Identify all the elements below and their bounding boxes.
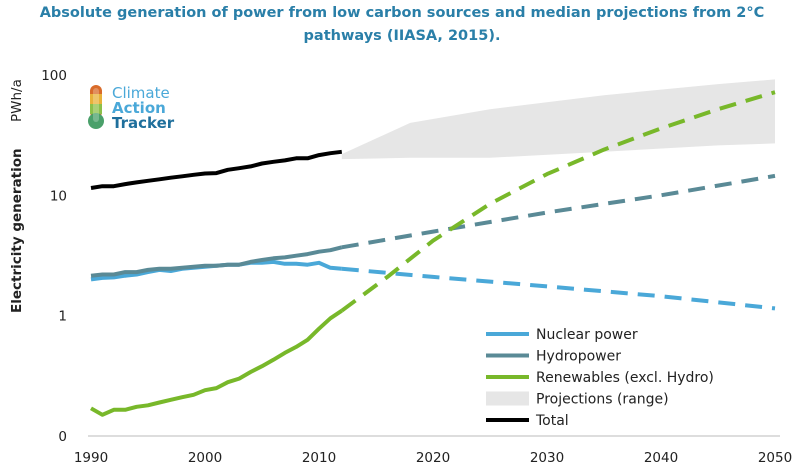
hydropower-projection-line [341,173,776,250]
logo-text-climate: Climate [112,84,170,102]
thermometer-icon [88,85,104,129]
y-tick-label-1: 1 [58,309,67,325]
y-tick-label-10: 10 [50,188,67,204]
logo-text-action: Action [112,99,166,117]
y-axis-unit: PWh/a [9,79,25,122]
legend-label-total: Total [535,413,569,429]
hydropower-historical-line [90,245,343,278]
legend: Nuclear power Hydropower Renewables (excl.… [486,327,714,429]
renewables-excl-hydro-historical-line [90,309,343,417]
x-tick-label-2050: 2050 [758,450,792,466]
projection-band-layer [341,79,775,160]
chart-title: Absolute generation of power from low ca… [0,2,804,48]
x-tick-label-2030: 2030 [530,450,564,466]
legend-label-projections-range: Projections (range) [536,392,669,408]
x-tick-label-1990: 1990 [74,450,108,466]
logo-text-tracker: Tracker [112,114,175,132]
x-tick-label-2020: 2020 [416,450,450,466]
legend-label-renewables-excl-hydro: Renewables (excl. Hydro) [536,370,714,386]
chart-title-line-2: pathways (IIASA, 2015). [303,28,501,44]
nuclear-power-projection-line [341,266,776,311]
legend-label-nuclear-power: Nuclear power [536,327,638,343]
series-layer [90,90,776,417]
renewables-excl-hydro-projection-line [340,90,776,313]
climate-action-tracker-logo: Climate Action Tracker [88,84,175,132]
chart-title-line-1: Absolute generation of power from low ca… [39,5,765,21]
y-axis-label: Electricity generation [9,148,25,313]
legend-label-hydropower: Hydropower [536,349,621,365]
legend-swatch-projections-range [486,391,529,406]
projection-range-band [341,79,775,160]
x-tick-label-2010: 2010 [302,450,336,466]
x-tick-label-2040: 2040 [644,450,678,466]
total-historical-line [90,149,343,190]
x-tick-label-2000: 2000 [188,450,222,466]
y-tick-label-100: 100 [41,68,67,84]
y-tick-label-0: 0 [58,429,67,445]
